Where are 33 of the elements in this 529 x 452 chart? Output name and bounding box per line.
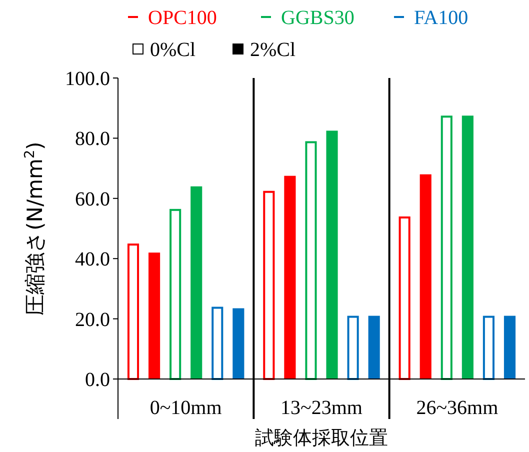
y-tick-label: 20.0 — [75, 308, 110, 331]
bar — [368, 316, 380, 379]
x-tick-label: 13~23mm — [280, 397, 363, 419]
text: 2%Cl — [250, 39, 296, 61]
x-axis-title: 試験体採取位置 — [255, 427, 388, 449]
bar — [305, 141, 317, 380]
bar — [326, 130, 338, 379]
text: 0%Cl — [150, 39, 196, 61]
legend-label: GGBS30 — [281, 7, 354, 29]
bar — [284, 176, 296, 379]
bar — [398, 216, 410, 380]
y-tick-label: 100.0 — [65, 68, 110, 90]
x-tick-label: 0~10mm — [150, 397, 222, 419]
bar — [347, 316, 359, 380]
bar — [440, 116, 452, 380]
bar — [148, 252, 160, 379]
bar — [190, 186, 202, 379]
bar — [127, 244, 140, 380]
bar — [263, 190, 275, 380]
x-tick-label: 26~36mm — [416, 397, 499, 419]
bar — [212, 306, 224, 380]
y-tick-label: 80.0 — [75, 128, 110, 150]
y-tick-label: 60.0 — [75, 188, 110, 210]
bar — [482, 316, 494, 380]
legend-label: OPC100 — [148, 7, 217, 29]
y-tick-label: 40.0 — [75, 248, 110, 271]
bar — [170, 208, 182, 380]
bar — [232, 308, 244, 379]
bar — [462, 116, 474, 379]
bar — [504, 316, 516, 379]
y-tick-label: 0.0 — [85, 369, 110, 391]
legend-label: FA100 — [414, 7, 468, 29]
bar — [420, 174, 432, 379]
